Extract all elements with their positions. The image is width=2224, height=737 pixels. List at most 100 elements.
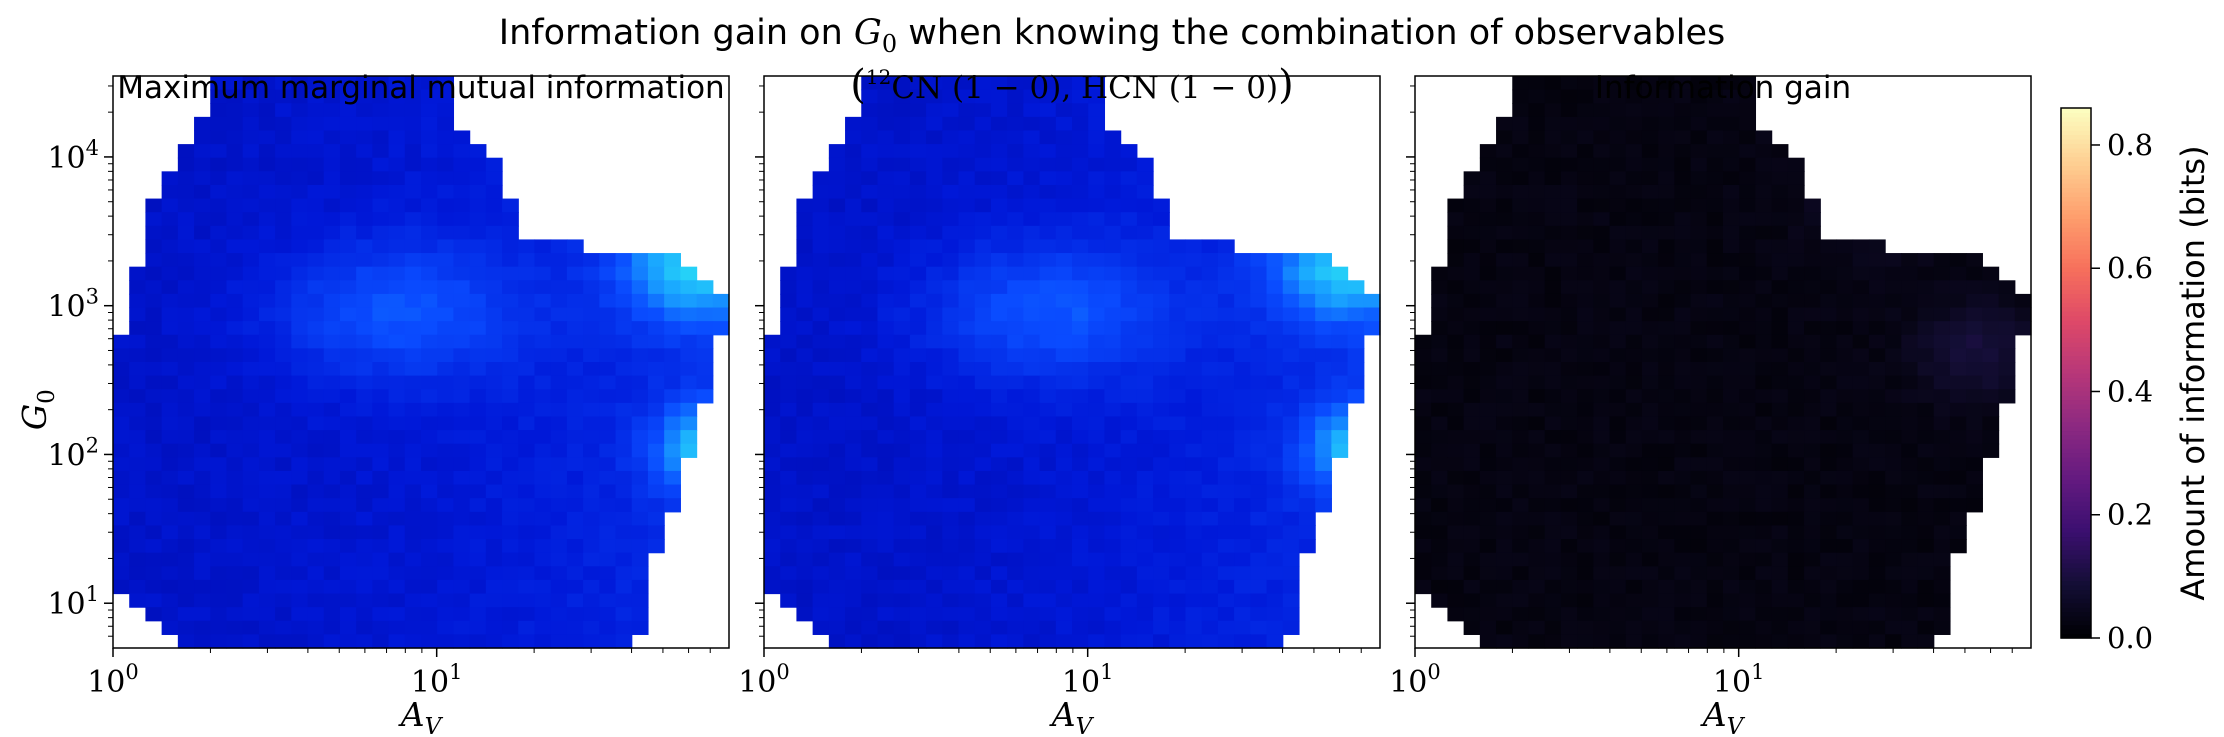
heatmap-cell xyxy=(1674,430,1692,445)
heatmap-cell xyxy=(437,443,455,458)
heatmap-cell xyxy=(1771,321,1789,336)
heatmap-cell xyxy=(1072,293,1089,309)
heatmap-cell xyxy=(1544,266,1562,281)
heatmap-cell xyxy=(1787,157,1805,172)
heatmap-cell xyxy=(1136,266,1154,281)
heatmap-cell xyxy=(1185,457,1203,472)
heatmap-cell xyxy=(664,293,681,309)
heatmap-cell xyxy=(1007,470,1024,486)
heatmap-cell xyxy=(356,225,373,241)
heatmap-cell xyxy=(1852,511,1870,527)
heatmap-cell xyxy=(210,375,228,390)
heatmap-cell xyxy=(1007,293,1024,309)
heatmap-cell xyxy=(1804,225,1821,241)
heatmap-cell xyxy=(145,225,163,241)
heatmap-cell xyxy=(926,457,943,472)
heatmap-cell xyxy=(145,484,163,499)
heatmap-cell xyxy=(861,89,879,104)
heatmap-cell xyxy=(1560,375,1578,390)
heatmap-cell xyxy=(323,498,341,513)
heatmap-cell xyxy=(1755,634,1773,649)
heatmap-cell xyxy=(1234,457,1251,472)
heatmap-cell xyxy=(647,375,665,390)
heatmap-cell xyxy=(1153,416,1170,431)
heatmap-cell xyxy=(485,511,503,527)
heatmap-cell xyxy=(1055,389,1073,404)
heatmap-cell xyxy=(518,402,536,418)
heatmap-cell xyxy=(1136,307,1154,322)
heatmap-cell xyxy=(696,362,714,377)
heatmap-cell xyxy=(113,389,130,404)
heatmap-cell xyxy=(1250,416,1268,431)
heatmap-cell xyxy=(307,266,325,281)
heatmap-cell xyxy=(421,620,438,635)
heatmap-cell xyxy=(421,348,438,363)
heatmap-cell xyxy=(1625,293,1643,309)
heatmap-cell xyxy=(1674,157,1692,172)
heatmap-cell xyxy=(1560,76,1578,91)
heatmap-cell xyxy=(780,402,798,418)
heatmap-cell xyxy=(1739,498,1757,513)
heatmap-cell xyxy=(258,225,276,241)
heatmap-cell xyxy=(210,280,228,295)
heatmap-cell xyxy=(1901,566,1919,581)
heatmap-cell xyxy=(275,402,292,418)
heatmap-cell xyxy=(1771,157,1789,172)
heatmap-cell xyxy=(1088,116,1106,132)
heatmap-cell xyxy=(1868,321,1886,336)
heatmap-cell xyxy=(1560,511,1578,527)
heatmap-cell xyxy=(388,389,406,404)
heatmap-cell xyxy=(1982,402,2000,418)
heatmap-cell xyxy=(1949,430,1967,445)
heatmap-cell xyxy=(1690,620,1708,635)
heatmap-cell xyxy=(1641,579,1659,595)
heatmap-cell xyxy=(828,620,846,635)
heatmap-cell xyxy=(1868,239,1886,254)
heatmap-cell xyxy=(1852,348,1870,363)
heatmap-cell xyxy=(1415,348,1432,363)
heatmap-cell xyxy=(1088,443,1106,458)
heatmap-cell xyxy=(1577,198,1594,213)
heatmap-cell xyxy=(1949,389,1967,404)
heatmap-cell xyxy=(1723,76,1740,91)
heatmap-cell xyxy=(1771,593,1789,608)
heatmap-cell xyxy=(974,171,992,186)
heatmap-cell xyxy=(1852,280,1870,295)
heatmap-cell xyxy=(1868,566,1886,581)
heatmap-cell xyxy=(291,253,309,268)
colorbar-segment xyxy=(2061,430,2091,436)
heatmap-cell xyxy=(1609,634,1627,649)
heatmap-cell xyxy=(1088,225,1106,241)
heatmap-cell xyxy=(404,607,422,622)
heatmap-cell xyxy=(177,375,195,390)
heatmap-cell xyxy=(861,157,879,172)
heatmap-cell xyxy=(566,539,584,554)
heatmap-cell xyxy=(909,539,927,554)
heatmap-cell xyxy=(1088,144,1106,159)
heatmap-cell xyxy=(877,76,895,91)
heatmap-cell xyxy=(1153,579,1170,595)
heatmap-cell xyxy=(1185,348,1203,363)
heatmap-cell xyxy=(226,443,244,458)
heatmap-cell xyxy=(242,375,260,390)
heatmap-cell xyxy=(1966,498,1983,513)
heatmap-cell xyxy=(1966,457,1983,472)
heatmap-cell xyxy=(1641,116,1659,132)
heatmap-cell xyxy=(226,607,244,622)
heatmap-cell xyxy=(1933,443,1951,458)
heatmap-cell xyxy=(1901,443,1919,458)
heatmap-cell xyxy=(226,362,244,377)
heatmap-cell xyxy=(210,362,228,377)
heatmap-cell xyxy=(339,266,357,281)
heatmap-cell xyxy=(258,171,276,186)
heatmap-cell xyxy=(129,402,147,418)
heatmap-cell xyxy=(1331,389,1349,404)
heatmap-cell xyxy=(502,334,519,349)
heatmap-cell xyxy=(1706,470,1724,486)
heatmap-cell xyxy=(1787,443,1805,458)
heatmap-cell xyxy=(1250,362,1268,377)
heatmap-cell xyxy=(323,293,341,309)
heatmap-cell xyxy=(307,362,325,377)
heatmap-cell xyxy=(1039,266,1057,281)
heatmap-cell xyxy=(974,280,992,295)
